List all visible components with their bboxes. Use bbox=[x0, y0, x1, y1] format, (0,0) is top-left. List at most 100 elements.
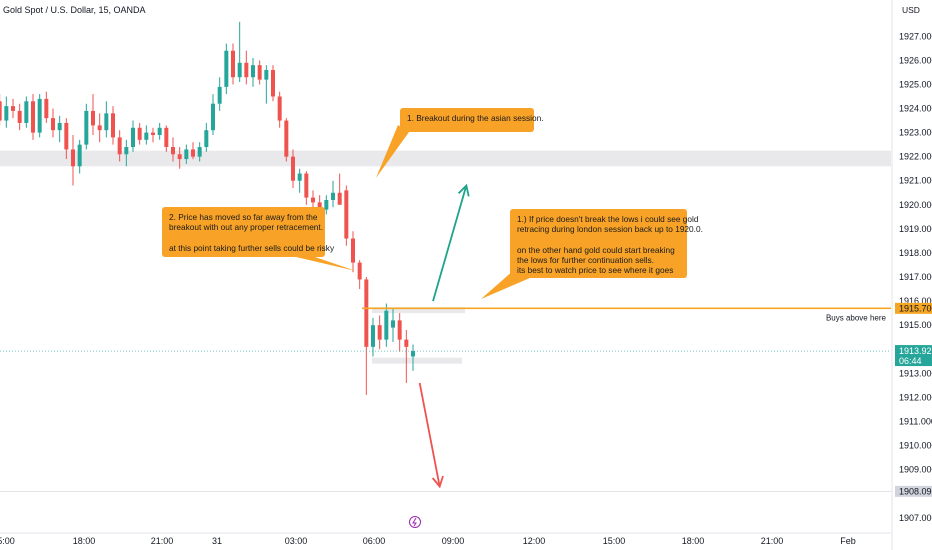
annotation-line: the lows for further continuation sells. bbox=[517, 255, 654, 266]
candle-65 bbox=[377, 325, 382, 340]
candle-66 bbox=[384, 310, 389, 340]
candle-16 bbox=[51, 118, 55, 131]
annotation-line: retracing during london session back up … bbox=[517, 224, 703, 235]
y-tick-label-11: 1916.000 bbox=[899, 296, 932, 306]
y-tick-label-9: 1918.000 bbox=[899, 248, 932, 258]
candle-38 bbox=[197, 147, 202, 157]
annotation-scenario[interactable]: 1.) If price doesn't break the lows i co… bbox=[510, 209, 703, 278]
candle-12 bbox=[24, 101, 29, 123]
annotation-line: 1. Breakout during the asian session. bbox=[407, 113, 544, 123]
candle-33 bbox=[164, 127, 169, 148]
chart-title: Gold Spot / U.S. Dollar, 15, OANDA bbox=[3, 5, 146, 15]
candle-52 bbox=[291, 156, 295, 181]
candle-10 bbox=[11, 106, 15, 111]
candle-11 bbox=[17, 110, 22, 123]
candle-31 bbox=[151, 132, 155, 135]
candle-36 bbox=[184, 149, 189, 160]
arrow-shaft-0 bbox=[432, 185, 468, 302]
buy-level-label-text: 1915.700 bbox=[899, 303, 932, 313]
annotation-retracement[interactable]: 2. Price has moved so far away from the b… bbox=[162, 207, 335, 257]
candle-46 bbox=[251, 65, 255, 78]
candle-15 bbox=[44, 98, 49, 119]
annotation-line: 2. Price has moved so far away from the bbox=[169, 212, 318, 222]
candle-60 bbox=[344, 190, 349, 239]
candle-69 bbox=[404, 339, 409, 347]
y-tick-label-14: 1913.000 bbox=[899, 368, 932, 378]
candle-41 bbox=[217, 86, 222, 104]
candle-64 bbox=[371, 325, 375, 347]
candle-17 bbox=[57, 122, 62, 131]
y-tick-label-3: 1924.000 bbox=[899, 104, 932, 114]
candle-19 bbox=[71, 149, 75, 167]
annotation-line: breakout with out any proper retracement… bbox=[169, 222, 324, 233]
y-tick-label-12: 1915.000 bbox=[899, 320, 932, 330]
candle-40 bbox=[211, 103, 215, 131]
y-tick-label-6: 1921.000 bbox=[899, 176, 932, 186]
candle-70 bbox=[411, 351, 415, 357]
candle-18 bbox=[64, 122, 69, 150]
arrow-head-1 bbox=[431, 475, 444, 489]
candle-57 bbox=[324, 200, 329, 210]
x-tick-label-4: 03:00 bbox=[285, 536, 308, 546]
candle-20 bbox=[77, 144, 82, 167]
y-tick-label-17: 1910.000 bbox=[899, 441, 932, 451]
candle-48 bbox=[264, 70, 269, 80]
arrow-shaft-1 bbox=[418, 382, 441, 487]
y-tick-label-15: 1912.000 bbox=[899, 392, 932, 402]
x-tick-label-11: Feb bbox=[840, 536, 856, 546]
candle-13 bbox=[31, 101, 35, 133]
candle-61 bbox=[351, 238, 355, 263]
candle-42 bbox=[224, 50, 229, 87]
candle-56 bbox=[317, 202, 322, 210]
y-tick-label-5: 1922.000 bbox=[899, 152, 932, 162]
x-tick-label-3: 31 bbox=[212, 536, 222, 546]
buys-above-text: Buys above here bbox=[826, 313, 887, 322]
candle-68 bbox=[397, 320, 402, 340]
candle-59 bbox=[337, 192, 342, 205]
x-tick-label-1: 18:00 bbox=[73, 536, 96, 546]
y-tick-label-16: 1911.000 bbox=[899, 416, 932, 426]
annotation-breakout[interactable]: 1. Breakout during the asian session. bbox=[400, 108, 544, 132]
candle-62 bbox=[357, 262, 362, 280]
candle-27 bbox=[124, 147, 129, 155]
candle-53 bbox=[297, 173, 302, 181]
low-marker-label-text: 1908.098 bbox=[899, 486, 932, 496]
x-tick-label-0: 5:00 bbox=[0, 536, 15, 546]
last-price-countdown: 06:44 bbox=[899, 356, 922, 366]
zone-0 bbox=[0, 150, 891, 167]
last-price-box bbox=[895, 345, 932, 367]
x-tick-label-5: 06:00 bbox=[363, 536, 386, 546]
candle-30 bbox=[144, 132, 149, 140]
x-tick-label-9: 18:00 bbox=[682, 536, 705, 546]
x-tick-label-2: 21:00 bbox=[151, 536, 174, 546]
y-tick-label-7: 1920.000 bbox=[899, 200, 932, 210]
candle-58 bbox=[331, 192, 335, 200]
candle-49 bbox=[271, 70, 275, 97]
candle-45 bbox=[244, 62, 249, 78]
y-tick-label-4: 1923.000 bbox=[899, 128, 932, 138]
low-marker-label-box bbox=[895, 485, 932, 497]
y-tick-label-8: 1919.000 bbox=[899, 224, 932, 234]
annotation-line: at this point taking further sells could… bbox=[169, 242, 335, 253]
x-tick-label-8: 15:00 bbox=[603, 536, 626, 546]
candle-34 bbox=[171, 147, 175, 155]
annotation-line: on the other hand gold could start break… bbox=[517, 244, 675, 255]
retracement-callout-tail bbox=[296, 257, 356, 271]
candle-44 bbox=[237, 62, 242, 78]
x-tick-label-7: 12:00 bbox=[523, 536, 546, 546]
candle-37 bbox=[191, 149, 195, 157]
annotation-line bbox=[517, 235, 680, 245]
candle-23 bbox=[97, 125, 102, 131]
zone-2 bbox=[372, 357, 462, 364]
candle-9 bbox=[4, 106, 9, 121]
candle-32 bbox=[157, 127, 162, 135]
candle-25 bbox=[111, 113, 115, 138]
candle-22 bbox=[91, 110, 95, 126]
annotation-line bbox=[169, 233, 318, 243]
currency-label: USD bbox=[902, 5, 920, 15]
arrow-head-0 bbox=[457, 183, 470, 197]
candle-63 bbox=[364, 279, 369, 347]
candle-54 bbox=[304, 173, 309, 198]
